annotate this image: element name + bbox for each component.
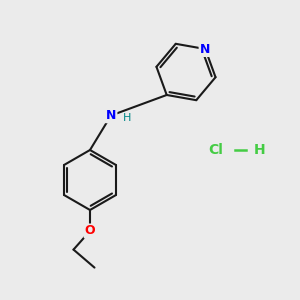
- Text: H: H: [254, 143, 265, 157]
- Text: N: N: [200, 43, 211, 56]
- Text: Cl: Cl: [208, 143, 224, 157]
- Text: H: H: [123, 113, 132, 123]
- Text: O: O: [85, 224, 95, 238]
- Text: N: N: [106, 109, 116, 122]
